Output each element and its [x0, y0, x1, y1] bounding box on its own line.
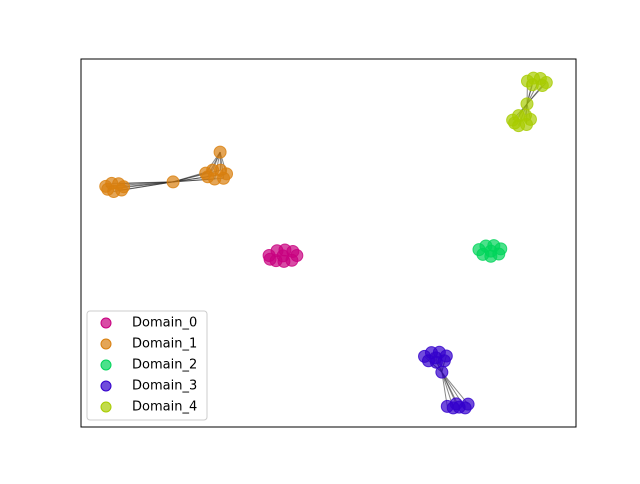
point: [202, 171, 214, 183]
point: [102, 183, 114, 195]
legend-label: Domain_4: [132, 400, 197, 415]
point: [430, 352, 442, 364]
legend-marker: [101, 402, 111, 412]
legend-marker: [101, 381, 111, 391]
legend-marker: [101, 318, 111, 328]
point: [450, 398, 462, 410]
legend-marker: [101, 360, 111, 370]
legend-label: Domain_2: [132, 358, 197, 373]
legend-label: Domain_0: [132, 316, 197, 331]
legend-marker: [101, 339, 111, 349]
point: [526, 79, 538, 91]
point: [509, 117, 521, 129]
point: [167, 176, 179, 188]
legend: Domain_0 Domain_1 Domain_2 Domain_3 Domain_4: [87, 311, 207, 420]
point: [462, 398, 474, 410]
point: [436, 366, 448, 378]
legend-label: Domain_3: [132, 379, 197, 394]
legend-label: Domain_1: [132, 337, 197, 352]
point: [264, 253, 276, 265]
point: [277, 250, 289, 262]
point: [485, 245, 497, 257]
point: [521, 98, 533, 110]
point: [214, 146, 226, 158]
